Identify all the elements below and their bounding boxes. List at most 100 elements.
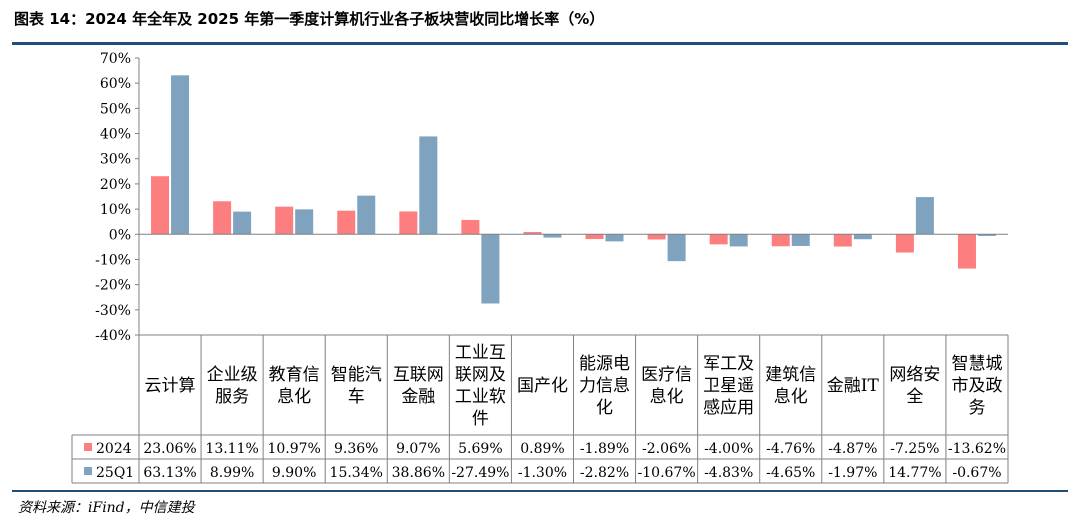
bar-2024 [213, 201, 232, 235]
data-label: 15.34% [330, 465, 383, 481]
bar-25q1 [543, 234, 562, 238]
category-label: 教育信 [269, 365, 320, 385]
bar-2024 [709, 234, 728, 245]
category-label: 息化 [650, 387, 684, 407]
bar-2024 [399, 211, 418, 235]
category-label: 服务 [215, 387, 249, 407]
y-tick-label: -30% [95, 303, 131, 319]
title-rule [12, 42, 1068, 45]
legend-label-25q1: 25Q1 [96, 465, 134, 481]
category-label: 息化 [277, 387, 311, 407]
data-label: 8.99% [210, 465, 254, 481]
data-label: -1.89% [580, 441, 629, 457]
bar-2024 [585, 234, 604, 240]
bar-2024 [275, 206, 294, 235]
legend-key-25q1 [84, 467, 92, 475]
bar-25q1 [729, 234, 748, 247]
category-label: 医疗信 [641, 365, 692, 385]
category-label: 市及政 [951, 376, 1002, 396]
category-label: 军工及 [703, 354, 754, 374]
data-label: 9.90% [272, 465, 316, 481]
y-tick-label: 10% [100, 202, 131, 218]
data-label: -4.00% [704, 441, 753, 457]
bar-2024 [833, 234, 852, 247]
category-label: 智慧城 [951, 354, 1002, 374]
bar-25q1 [419, 136, 438, 235]
bar-25q1 [233, 211, 252, 235]
y-tick-label: -10% [95, 252, 131, 268]
bar-25q1 [605, 234, 624, 242]
bar-25q1 [171, 75, 190, 235]
footer-rule [12, 490, 1068, 492]
source-note: 资料来源：iFind，中信建投 [18, 500, 195, 516]
category-label: 网络安 [889, 365, 940, 385]
data-label: 14.77% [888, 465, 941, 481]
data-label: -13.62% [948, 441, 1006, 457]
bar-25q1 [853, 234, 872, 240]
category-label: 互联网 [393, 365, 444, 385]
data-label: -0.67% [952, 465, 1001, 481]
category-label: 云计算 [145, 376, 196, 396]
bar-2024 [337, 210, 356, 235]
category-label: 息化 [774, 387, 808, 407]
category-label: 全 [906, 387, 923, 407]
category-label: 件 [472, 409, 489, 429]
bar-25q1 [915, 197, 934, 235]
data-label: 9.07% [396, 441, 440, 457]
data-label: 5.69% [458, 441, 502, 457]
category-label: 工业互 [455, 343, 506, 363]
category-label: 工业软 [455, 387, 506, 407]
bar-2024 [461, 219, 480, 235]
data-label: -4.76% [766, 441, 815, 457]
category-label: 金融 [401, 387, 435, 407]
bar-2024 [523, 232, 542, 235]
y-tick-label: 30% [100, 152, 131, 168]
bar-2024 [151, 176, 170, 235]
bar-25q1 [295, 209, 314, 235]
category-label: 力信息 [579, 376, 630, 396]
category-label: 卫星遥 [703, 376, 754, 396]
category-label: 智能汽 [331, 365, 382, 385]
category-label: 能源电 [579, 354, 630, 374]
category-label: 感应用 [703, 398, 754, 418]
y-tick-label: 60% [100, 76, 131, 92]
data-label: -27.49% [451, 465, 509, 481]
data-label: -10.67% [638, 465, 696, 481]
category-label: 车 [348, 387, 365, 407]
bar-2024 [771, 234, 790, 247]
chart-title: 图表 14：2024 年全年及 2025 年第一季度计算机行业各子板块营收同比增… [14, 10, 605, 28]
data-label: 9.36% [334, 441, 378, 457]
data-label: -4.65% [766, 465, 815, 481]
data-label: -1.30% [518, 465, 567, 481]
category-label: 建筑信 [765, 365, 816, 385]
y-tick-label: 20% [100, 177, 131, 193]
data-label: -2.82% [580, 465, 629, 481]
bar-2024 [895, 234, 914, 253]
y-tick-label: -40% [95, 328, 131, 344]
category-label: 务 [968, 398, 985, 418]
legend-label-2024: 2024 [96, 441, 132, 457]
category-label: 联网及 [455, 365, 506, 385]
bar-25q1 [667, 234, 686, 262]
y-tick-label: 50% [100, 101, 131, 117]
data-label: -4.87% [828, 441, 877, 457]
data-label: 0.89% [520, 441, 564, 457]
data-label: 23.06% [143, 441, 196, 457]
bar-2024 [957, 234, 976, 269]
data-label: 13.11% [205, 441, 258, 457]
data-label: -7.25% [890, 441, 939, 457]
data-label: 63.13% [143, 465, 196, 481]
bar-25q1 [791, 234, 810, 246]
data-label: -1.97% [828, 465, 877, 481]
data-label: -4.83% [704, 465, 753, 481]
category-label: 国产化 [517, 376, 568, 396]
category-label: 化 [596, 398, 613, 418]
category-label: 金融IT [827, 376, 880, 396]
bar-25q1 [481, 234, 500, 304]
data-label: 38.86% [392, 465, 445, 481]
bar-25q1 [977, 234, 996, 236]
y-tick-label: 40% [100, 127, 131, 143]
data-label: -2.06% [642, 441, 691, 457]
bar-25q1 [357, 195, 376, 235]
bar-2024 [647, 234, 666, 240]
